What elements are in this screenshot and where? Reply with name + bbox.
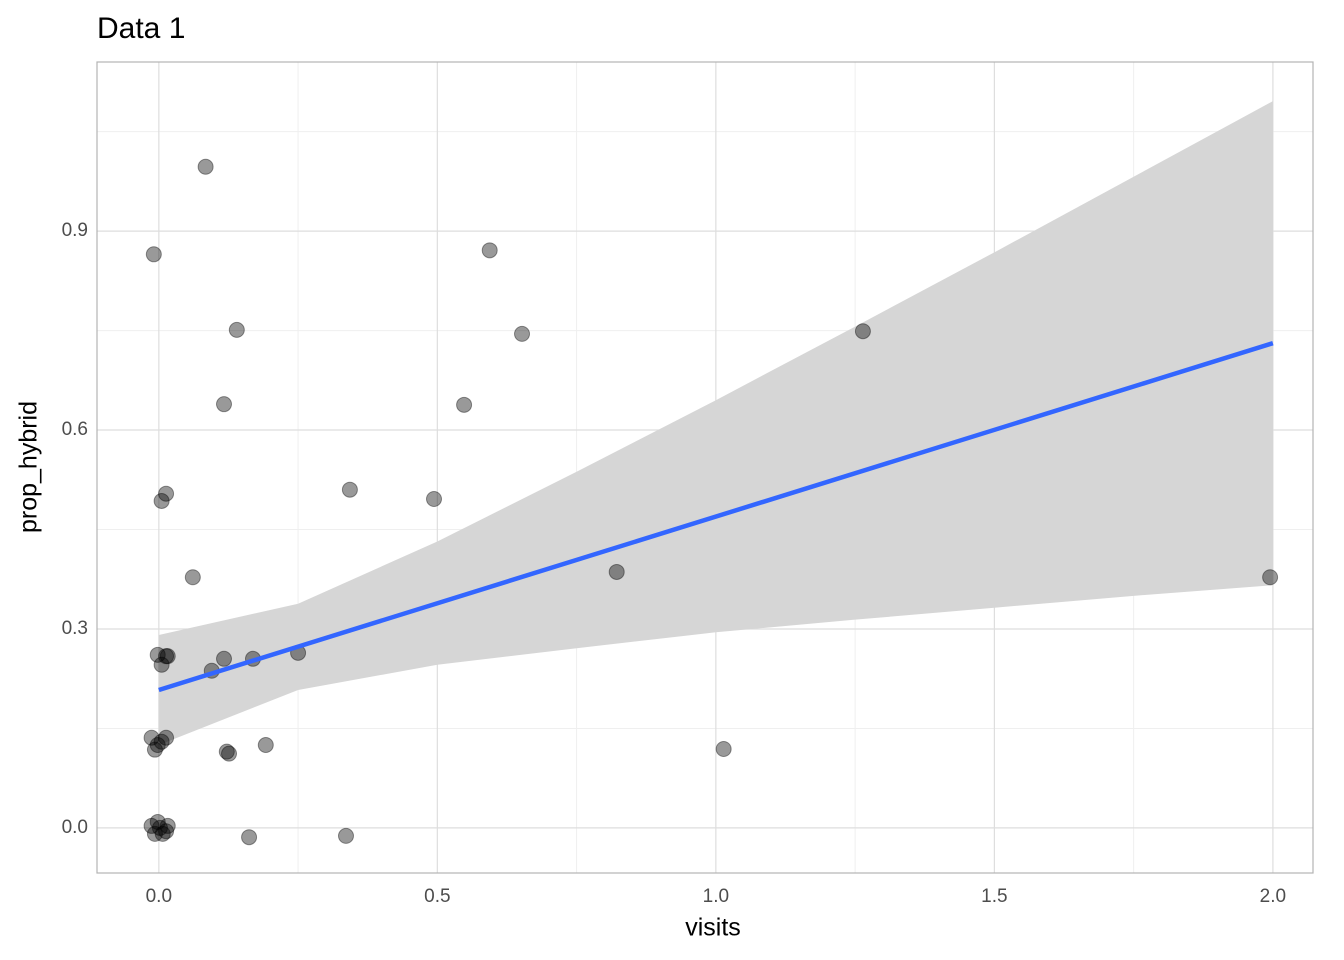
chart-title: Data 1	[97, 12, 185, 45]
y-tick-label: 0.0	[62, 817, 88, 838]
x-axis-label: visits	[685, 914, 741, 942]
point	[216, 396, 233, 413]
point	[146, 741, 163, 758]
point	[158, 823, 175, 840]
point	[456, 396, 473, 413]
point	[143, 817, 160, 834]
x-tick-label: 1.5	[981, 886, 1007, 907]
x-tick-label: 2.0	[1260, 886, 1286, 907]
point	[158, 648, 175, 665]
point	[153, 656, 170, 673]
point	[221, 745, 238, 762]
y-tick-label: 0.3	[62, 618, 88, 639]
point	[145, 246, 162, 263]
point	[257, 737, 274, 754]
point	[153, 492, 170, 509]
point	[218, 743, 235, 760]
point	[1262, 569, 1279, 586]
point	[149, 813, 166, 830]
x-tick-label: 1.0	[703, 886, 729, 907]
point	[146, 825, 163, 842]
point	[158, 485, 175, 502]
y-axis-label: prop_hybrid	[15, 401, 43, 533]
point	[715, 740, 732, 757]
point	[228, 321, 245, 338]
point	[341, 481, 358, 498]
point	[426, 490, 443, 507]
point	[149, 646, 166, 663]
point	[151, 819, 168, 836]
point	[149, 737, 166, 754]
point	[154, 825, 171, 842]
point	[158, 729, 175, 746]
point	[159, 817, 176, 834]
x-tick-label: 0.0	[146, 886, 172, 907]
point	[159, 648, 176, 665]
y-tick-label: 0.9	[62, 220, 88, 241]
confidence-band	[158, 101, 1273, 746]
point	[854, 323, 871, 340]
fit-line	[158, 341, 1274, 693]
point	[481, 242, 498, 259]
point	[608, 563, 625, 580]
y-tick-label: 0.6	[62, 419, 88, 440]
point	[216, 650, 233, 667]
point	[184, 569, 201, 586]
point	[197, 158, 214, 175]
panel-border	[96, 61, 1314, 874]
point	[143, 729, 160, 746]
point	[241, 829, 258, 846]
point	[337, 827, 354, 844]
point	[153, 733, 170, 750]
x-tick-label: 0.5	[424, 886, 450, 907]
point	[514, 325, 531, 342]
